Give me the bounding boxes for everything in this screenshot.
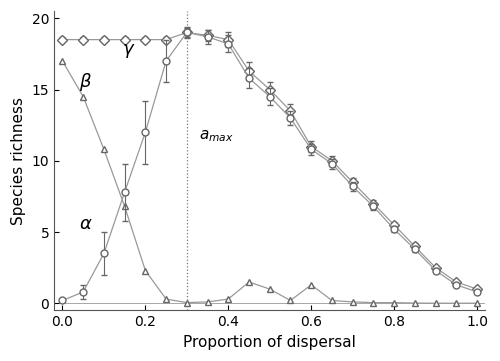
- Text: β: β: [79, 73, 90, 91]
- X-axis label: Proportion of dispersal: Proportion of dispersal: [184, 335, 356, 350]
- Text: α: α: [79, 215, 91, 233]
- Text: $a_{max}$: $a_{max}$: [200, 129, 234, 144]
- Text: γ: γ: [122, 40, 133, 58]
- Y-axis label: Species richness: Species richness: [11, 97, 26, 225]
